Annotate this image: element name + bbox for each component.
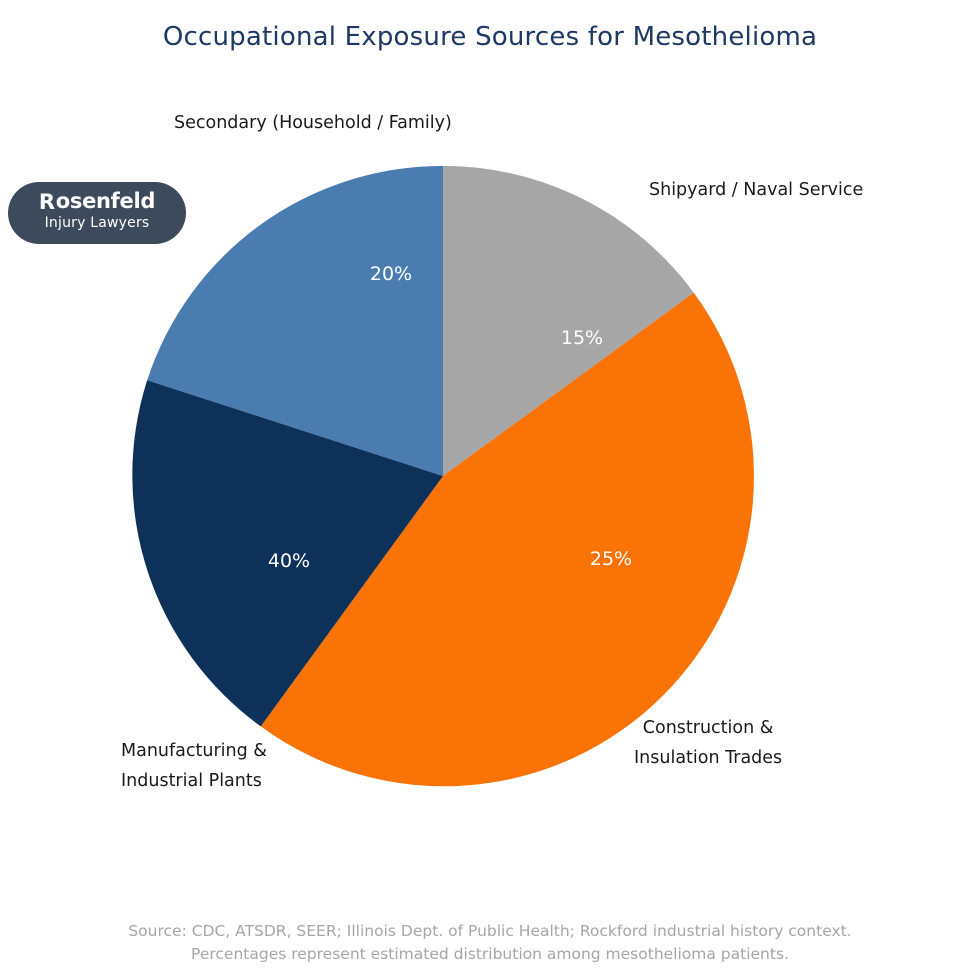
pie-svg: 20% 15% 40% 25% bbox=[132, 165, 754, 787]
pie-chart: 20% 15% 40% 25% bbox=[119, 152, 767, 800]
source-note: Source: CDC, ATSDR, SEER; Illinois Dept.… bbox=[0, 920, 980, 966]
category-label-construction-line1: Construction & bbox=[642, 718, 774, 738]
slice-value-secondary: 15% bbox=[561, 327, 603, 349]
category-label-construction-line2: Insulation Trades bbox=[634, 748, 783, 768]
source-note-line2: Percentages represent estimated distribu… bbox=[191, 945, 789, 963]
logo-name-top: Rosenfeld bbox=[8, 189, 186, 214]
pie-slice-secondary bbox=[147, 165, 443, 476]
pie-slice-shipyard bbox=[443, 165, 694, 477]
brand-logo: Rosenfeld Injury Lawyers bbox=[8, 182, 186, 244]
category-label-shipyard: Shipyard / Naval Service bbox=[649, 180, 864, 200]
category-label-manufacturing-line1: Manufacturing & bbox=[121, 741, 267, 761]
source-note-line1: Source: CDC, ATSDR, SEER; Illinois Dept.… bbox=[128, 922, 852, 940]
category-label-manufacturing-line2: Industrial Plants bbox=[121, 771, 262, 791]
slice-value-shipyard: 20% bbox=[370, 263, 412, 285]
category-label-construction: Construction & Insulation Trades bbox=[634, 713, 782, 773]
category-label-manufacturing: Manufacturing & Industrial Plants bbox=[121, 736, 267, 796]
category-label-secondary: Secondary (Household / Family) bbox=[174, 113, 452, 133]
logo-r-mark: R bbox=[38, 190, 55, 214]
page-title: Occupational Exposure Sources for Mesoth… bbox=[162, 22, 818, 52]
pie-slice-manufacturing bbox=[132, 380, 443, 727]
slice-value-manufacturing: 40% bbox=[268, 550, 310, 572]
slice-value-construction: 25% bbox=[590, 548, 632, 570]
pie-slice-construction bbox=[260, 292, 754, 787]
logo-tagline: Injury Lawyers bbox=[44, 215, 150, 231]
logo-name-rest: osenfeld bbox=[55, 189, 156, 213]
